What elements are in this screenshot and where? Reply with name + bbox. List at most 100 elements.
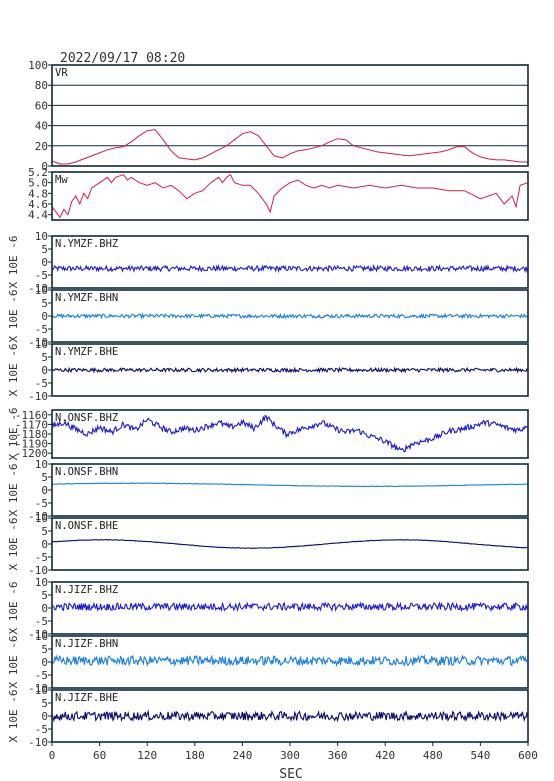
y-tick-label-jizf_bhe-0: -10 bbox=[28, 736, 48, 749]
panel-label-jizf_bhe: N.JIZF.BHE bbox=[55, 692, 118, 704]
y-tick-label-onsf_bhz-1: -1190 bbox=[15, 438, 48, 451]
frame-ymzf_bhz bbox=[51, 235, 529, 289]
y-tick-label-onsf_bhe-2: 0 bbox=[41, 538, 48, 551]
series-line-ymzf_bhz bbox=[51, 263, 529, 274]
y-tick-label-onsf_bhe-3: 5 bbox=[41, 525, 48, 538]
y-tick-label-onsf_bhn-0: -10 bbox=[28, 510, 48, 523]
panels-group: 020406080100VR4.44.64.85.05.2Mw-10-50510… bbox=[7, 59, 529, 749]
y-axis-label-ymzf_bhe: X 10E -6 bbox=[7, 344, 20, 397]
y-tick-label-jizf_bhe-1: -5 bbox=[35, 723, 48, 736]
panel-label-onsf_bhn: N.ONSF.BHN bbox=[55, 466, 118, 478]
y-tick-label-onsf_bhz-3: -1170 bbox=[15, 418, 48, 431]
frame-onsf_bhe bbox=[51, 517, 529, 571]
panel-mw: 4.44.64.85.05.2 Mw bbox=[28, 166, 529, 222]
y-tick-label-ymzf_bhe-2: 0 bbox=[41, 364, 48, 377]
y-axis-label-ymzf_bhn: X 10E -6 bbox=[7, 290, 20, 343]
x-tick-label-9: 540 bbox=[470, 749, 490, 762]
y-tick-label-ymzf_bhe-3: 5 bbox=[41, 351, 48, 364]
x-tick-label-0: 0 bbox=[49, 749, 56, 762]
y-tick-label-ymzf_bhn-3: 5 bbox=[41, 297, 48, 310]
series-line-jizf_bhe bbox=[51, 709, 529, 723]
y-tick-label-jizf_bhn-1: -5 bbox=[35, 669, 48, 682]
y-tick-label-mw-2: 4.8 bbox=[28, 187, 48, 200]
x-tick-label-1: 60 bbox=[93, 749, 106, 762]
y-axis-label-jizf_bhz: X 10E -6 bbox=[7, 582, 20, 635]
panel-label-jizf_bhn: N.JIZF.BHN bbox=[55, 638, 118, 650]
panel-onsf_bhz: -1200-1190-1180-1170-1160 N.ONSF.BHZ X 10E… bbox=[7, 408, 529, 461]
frame-ymzf_bhe bbox=[51, 343, 529, 397]
y-tick-label-ymzf_bhn-2: 0 bbox=[41, 310, 48, 323]
y-tick-label-onsf_bhz-0: -1200 bbox=[15, 447, 48, 460]
y-tick-label-mw-0: 4.4 bbox=[28, 209, 48, 222]
y-tick-label-jizf_bhz-0: -10 bbox=[28, 628, 48, 641]
y-tick-label-ymzf_bhz-3: 5 bbox=[41, 243, 48, 256]
timestamp-header: 2022/09/17 08:20 bbox=[60, 51, 185, 66]
y-tick-label-jizf_bhz-1: -5 bbox=[35, 615, 48, 628]
y-tick-label-onsf_bhn-1: -5 bbox=[35, 497, 48, 510]
y-axis-label-ymzf_bhz: X 10E -6 bbox=[7, 236, 20, 289]
y-axis-label-jizf_bhe: X 10E -6 bbox=[7, 690, 20, 743]
series-line-mw bbox=[51, 173, 529, 219]
y-tick-label-jizf_bhe-3: 5 bbox=[41, 697, 48, 710]
x-tick-label-5: 300 bbox=[280, 749, 300, 762]
y-tick-label-ymzf_bhn-1: -5 bbox=[35, 323, 48, 336]
y-tick-label-vr-3: 60 bbox=[35, 99, 48, 112]
frame-mw bbox=[51, 171, 529, 221]
x-tick-label-6: 360 bbox=[328, 749, 348, 762]
y-tick-label-onsf_bhe-1: -5 bbox=[35, 551, 48, 564]
y-tick-label-ymzf_bhe-1: -5 bbox=[35, 377, 48, 390]
y-tick-label-ymzf_bhn-4: 10 bbox=[35, 284, 48, 297]
panel-label-mw: Mw bbox=[55, 174, 68, 186]
y-tick-label-ymzf_bhe-0: -10 bbox=[28, 390, 48, 403]
panel-label-vr: VR bbox=[55, 67, 68, 79]
y-tick-label-onsf_bhz-2: -1180 bbox=[15, 428, 48, 441]
y-tick-label-vr-2: 40 bbox=[35, 120, 48, 133]
y-tick-label-jizf_bhe-2: 0 bbox=[41, 710, 48, 723]
y-tick-label-ymzf_bhn-0: -10 bbox=[28, 336, 48, 349]
frame-jizf_bhz bbox=[51, 581, 529, 635]
y-tick-label-ymzf_bhz-2: 0 bbox=[41, 256, 48, 269]
panel-label-onsf_bhz: N.ONSF.BHZ bbox=[55, 412, 118, 424]
y-tick-label-ymzf_bhz-0: -10 bbox=[28, 282, 48, 295]
series-line-jizf_bhz bbox=[51, 601, 529, 613]
x-tick-label-8: 480 bbox=[423, 749, 443, 762]
y-tick-label-jizf_bhn-4: 10 bbox=[35, 630, 48, 643]
series-line-jizf_bhn bbox=[51, 654, 529, 668]
panel-label-ymzf_bhz: N.YMZF.BHZ bbox=[55, 238, 118, 250]
y-axis-label-onsf_bhz: X 10E -6 bbox=[7, 408, 20, 461]
y-tick-label-vr-0: 0 bbox=[41, 160, 48, 173]
frame-onsf_bhz bbox=[51, 409, 529, 459]
y-tick-label-jizf_bhz-4: 10 bbox=[35, 576, 48, 589]
y-tick-label-onsf_bhz-4: -1160 bbox=[15, 409, 48, 422]
panel-label-ymzf_bhn: N.YMZF.BHN bbox=[55, 292, 118, 304]
series-line-ymzf_bhn bbox=[51, 312, 529, 320]
y-tick-label-ymzf_bhz-4: 10 bbox=[35, 230, 48, 243]
y-tick-label-jizf_bhn-3: 5 bbox=[41, 643, 48, 656]
y-tick-label-onsf_bhn-3: 5 bbox=[41, 471, 48, 484]
frame-ymzf_bhn bbox=[51, 289, 529, 343]
y-tick-label-jizf_bhe-4: 10 bbox=[35, 684, 48, 697]
x-axis: 0 60 120 180 240 300 360 420 480 540 600 bbox=[49, 742, 538, 762]
y-axis-label-onsf_bhe: X 10E -6 bbox=[7, 518, 20, 571]
y-tick-label-onsf_bhn-4: 10 bbox=[35, 458, 48, 471]
y-tick-label-jizf_bhn-0: -10 bbox=[28, 682, 48, 695]
frame-jizf_bhn bbox=[51, 635, 529, 689]
x-tick-label-4: 240 bbox=[232, 749, 252, 762]
y-tick-label-onsf_bhe-0: -10 bbox=[28, 564, 48, 577]
series-line-vr bbox=[51, 129, 528, 165]
series-line-onsf_bhe bbox=[51, 538, 528, 549]
frame-onsf_bhn bbox=[51, 463, 529, 517]
series-line-onsf_bhn bbox=[51, 482, 529, 488]
series-line-onsf_bhz bbox=[51, 414, 529, 453]
panel-label-jizf_bhz: N.JIZF.BHZ bbox=[55, 584, 118, 596]
y-tick-label-vr-1: 20 bbox=[35, 140, 48, 153]
y-tick-label-onsf_bhe-4: 10 bbox=[35, 512, 48, 525]
x-tick-label-2: 120 bbox=[137, 749, 157, 762]
